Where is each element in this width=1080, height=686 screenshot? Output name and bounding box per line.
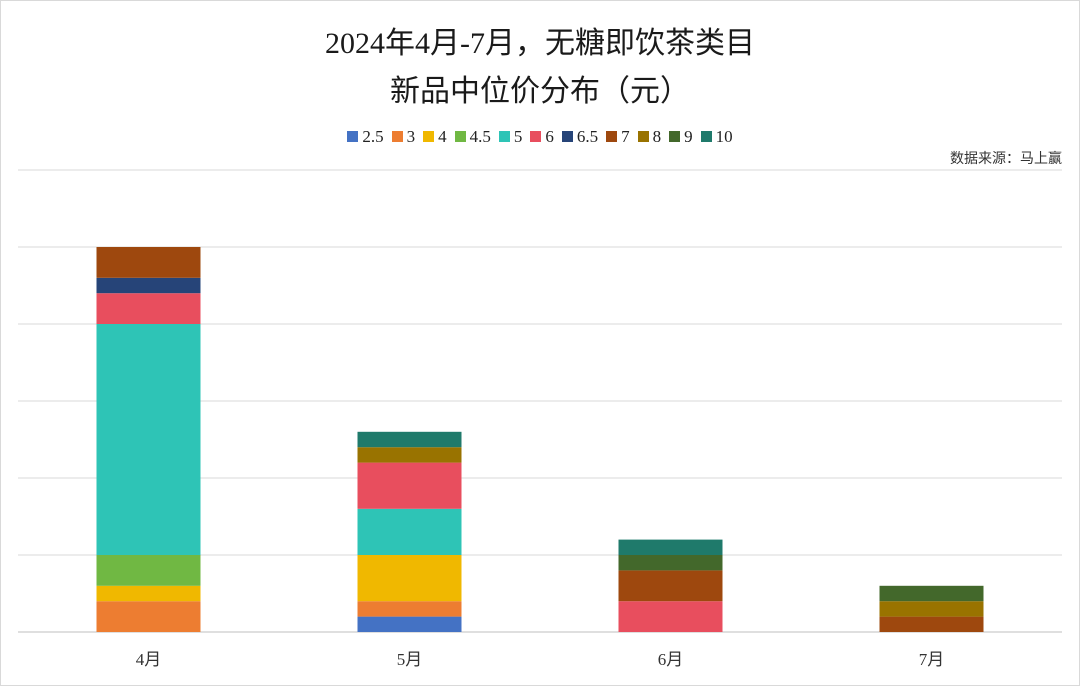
data-source-note: 数据来源：马上赢 [950, 151, 1062, 167]
legend-label: 10 [715, 127, 733, 146]
legend-item-9: 9 [669, 127, 693, 147]
bar-segment-4月-4 [96, 585, 201, 602]
bar-segment-5月-5 [357, 508, 462, 555]
bar-segment-5月-4 [357, 555, 462, 602]
bar-segment-4月-6.5 [96, 277, 201, 294]
legend-swatch [391, 131, 403, 142]
legend-label: 7 [621, 127, 630, 146]
bar-segment-6月-7 [618, 570, 723, 602]
bar-segment-7月-9 [879, 585, 984, 602]
legend-item-7: 7 [606, 127, 630, 147]
legend-label: 4.5 [469, 127, 491, 146]
bar-segment-5月-2.5 [357, 616, 462, 632]
legend-swatch [669, 131, 681, 142]
chart-title-line1: 2024年4月-7月，无糖即饮茶类目 [325, 27, 755, 60]
legend-swatch [454, 131, 466, 142]
legend-swatch [423, 131, 435, 142]
legend-label: 5 [513, 127, 523, 146]
bar-segment-5月-8 [357, 447, 462, 463]
legend-swatch [347, 131, 359, 142]
legend-swatch [498, 131, 510, 142]
x-tick-label: 6月 [658, 650, 684, 669]
bar-segment-7月-7 [879, 616, 984, 632]
legend-swatch [700, 131, 712, 142]
bar-segment-4月-6 [96, 293, 201, 324]
legend-label: 6 [545, 127, 554, 146]
legend-label: 3 [406, 127, 416, 146]
bar-segment-5月-3 [357, 601, 462, 617]
legend-item-8: 8 [637, 127, 662, 147]
chart-legend: 2.5 3 4 4.5 5 6 6.5 7 8 9 10 [0, 127, 1080, 147]
legend-swatch [606, 131, 618, 142]
bar-segment-5月-6 [357, 462, 462, 509]
legend-label: 6.5 [576, 127, 599, 146]
bar-segment-6月-9 [618, 555, 723, 571]
bar-segment-5月-10 [357, 431, 462, 448]
legend-item-5: 5 [498, 127, 523, 147]
bar-segment-4月-3 [96, 601, 201, 632]
legend-item-2.5: 2.5 [347, 127, 384, 147]
x-tick-label: 7月 [919, 650, 945, 669]
legend-item-4: 4 [423, 127, 447, 147]
legend-item-4.5: 4.5 [454, 127, 491, 147]
x-tick-label: 4月 [136, 650, 162, 669]
bar-segment-6月-10 [618, 539, 723, 555]
legend-swatch [561, 131, 573, 142]
bar-segment-4月-7 [96, 247, 201, 278]
bar-segment-6月-6 [618, 601, 723, 632]
bar-segment-4月-5 [96, 324, 201, 555]
legend-item-10: 10 [700, 127, 733, 147]
legend-swatch [637, 131, 649, 142]
legend-item-6.5: 6.5 [561, 127, 599, 147]
legend-label: 8 [652, 127, 662, 146]
legend-label: 9 [684, 127, 693, 146]
legend-item-6: 6 [530, 127, 554, 147]
bar-segment-4月-4.5 [96, 555, 201, 586]
legend-item-3: 3 [391, 127, 416, 147]
x-tick-label: 5月 [397, 650, 423, 669]
legend-label: 2.5 [362, 127, 384, 146]
chart-title-line2: 新品中位价分布（元） [390, 75, 690, 108]
legend-swatch [530, 131, 542, 142]
legend-label: 4 [438, 127, 447, 146]
bar-segment-7月-8 [879, 601, 984, 617]
